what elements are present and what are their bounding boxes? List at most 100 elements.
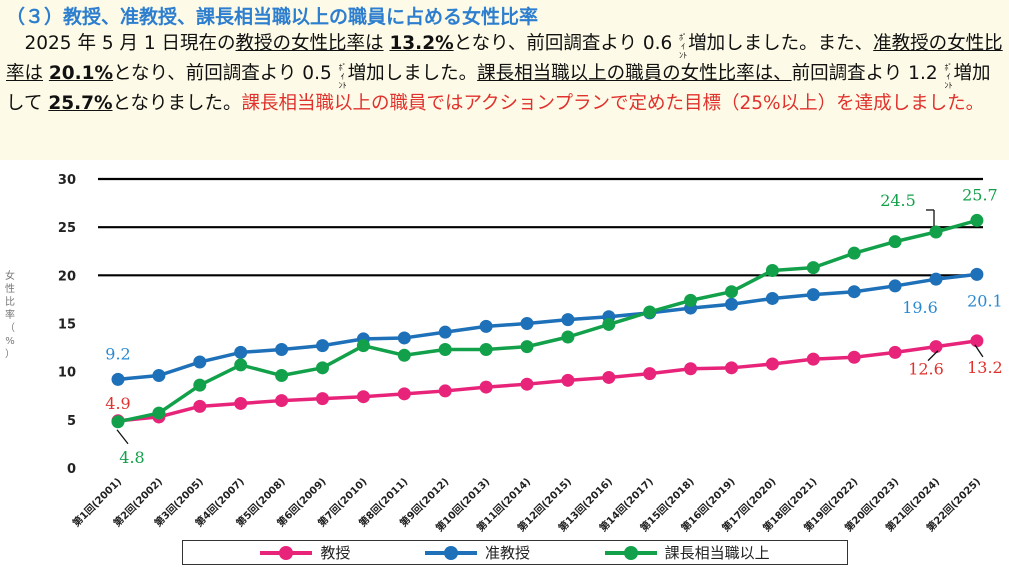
para-text: 前回調査より 1.2 [791,63,944,84]
data-point [561,313,575,327]
data-point [970,213,984,227]
data-point [275,343,289,357]
para-underline: 課長相当職以上の職員の女性比率は、 [477,63,792,84]
data-point [438,325,452,339]
data-point [970,334,984,348]
data-point [806,261,820,275]
y-tick-label: 20 [58,269,76,284]
data-point [643,367,657,381]
data-point [438,384,452,398]
legend-item-professor: 教授 [260,542,350,563]
summary-paragraph: 2025 年 5 月 1 日現在の教授の女性比率は 13.2%となり、前回調査よ… [6,30,1003,119]
data-point [397,331,411,345]
data-point [520,340,534,354]
data-point [765,264,779,278]
legend-swatch-icon [604,545,657,560]
data-point [806,288,820,302]
data-point [316,392,329,406]
data-point [356,339,370,353]
data-point [520,377,534,391]
header-panel: （３）教授、准教授、課長相当職以上の職員に占める女性比率 2025 年 5 月 … [0,0,1009,160]
data-point [356,390,370,404]
data-point [847,246,861,260]
data-point [602,370,616,384]
data-point [602,317,616,331]
legend-label: 課長相当職以上 [664,544,770,562]
series-line-0 [117,339,978,423]
line-chart: 051015202530第1回(2001)第2回(2002)第3回(2005)第… [58,173,1003,534]
data-label: 25.7 [962,185,998,204]
para-text: 増加しました。 [347,63,478,84]
legend-swatch-icon [260,545,313,560]
point-unit-mark: ﾎﾟｲ ﾝﾄ [944,63,953,90]
series-line-2 [117,218,978,424]
legend-item-manager: 課長相当職以上 [604,542,770,563]
data-point [684,293,698,307]
data-point [479,319,493,333]
data-label: 13.2 [967,358,1003,377]
data-point [888,345,902,359]
leader-line [116,429,129,445]
para-text: 増加しました。また、 [688,33,874,54]
data-point [234,396,248,410]
data-label: 19.6 [902,298,938,317]
point-unit-mark: ﾎﾟｲ ﾝﾄ [338,63,347,90]
data-point [152,369,166,383]
data-point [725,361,738,375]
y-tick-label: 5 [67,414,76,429]
data-label: 20.1 [967,291,1003,310]
y-tick-label: 15 [58,318,76,333]
para-text: 2025 年 5 月 1 日現在の [6,33,236,54]
data-point [929,340,943,354]
data-point [684,362,698,376]
data-point [316,361,329,375]
chart-legend: 教授 准教授 課長相当職以上 [182,540,848,565]
y-axis-label: 女 性 比 率 （ % ） [5,271,15,360]
data-point [275,394,289,408]
data-point [397,348,411,362]
data-label: 4.9 [105,394,130,413]
y-tick-label: 25 [58,221,76,236]
para-underline: 准教授の女性比率は [6,33,1003,84]
data-point [520,317,534,330]
target-achieved-note: 課長相当職以上の職員ではアクションプランで定めた目標（25%以上）を達成しました… [241,93,985,114]
para-text: 増加して [6,63,991,114]
data-point [152,406,166,420]
data-point [725,297,738,311]
leader-line [974,344,984,358]
y-tick-label: 0 [67,462,76,477]
data-point [193,399,207,413]
data-point [929,225,943,239]
legend-item-assoc-professor: 准教授 [424,542,530,563]
data-label: 4.8 [119,448,144,467]
y-tick-label: 30 [58,173,76,188]
legend-label: 教授 [320,544,351,562]
data-point [561,373,575,387]
series-line-1 [117,272,978,382]
para-text: となり、前回調査より 0.5 [113,63,338,84]
y-tick-label: 10 [58,366,76,381]
data-point [479,380,493,394]
data-point [111,415,125,429]
data-point [561,330,575,344]
data-label: 9.2 [105,344,130,363]
data-point [725,285,738,299]
data-point [234,345,248,359]
data-point [234,358,248,372]
para-underline: 教授の女性比率は [235,33,384,54]
data-point [438,343,452,357]
data-point [847,350,861,364]
data-point [193,378,207,392]
data-point [316,339,329,353]
data-point [847,285,861,299]
data-point [929,272,943,286]
data-point [479,343,493,357]
data-point [888,235,902,249]
legend-label: 准教授 [484,544,530,562]
data-point [397,387,411,401]
leader-line [927,350,939,362]
data-point [275,369,289,383]
point-unit-mark: ﾎﾟｲ ﾝﾄ [679,33,688,60]
data-point [806,352,820,366]
data-point [970,267,984,281]
